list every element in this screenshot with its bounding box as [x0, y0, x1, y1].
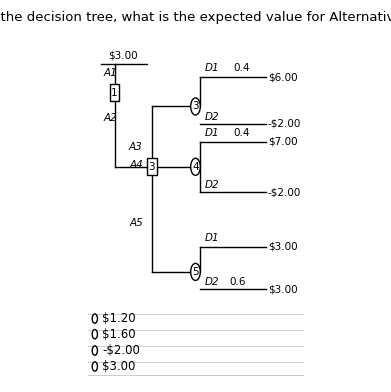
Text: $1.20: $1.20: [102, 312, 136, 325]
Text: -$2.00: -$2.00: [268, 119, 301, 129]
Text: 0.4: 0.4: [234, 63, 250, 73]
Text: A1: A1: [104, 68, 117, 78]
Text: 3: 3: [149, 162, 155, 172]
Text: Using the decision tree, what is the expected value for Alternative A5?: Using the decision tree, what is the exp…: [0, 11, 391, 24]
Text: A5: A5: [129, 218, 143, 228]
Text: A2: A2: [104, 113, 117, 123]
Text: $6.00: $6.00: [268, 72, 297, 82]
Text: 0.6: 0.6: [230, 278, 246, 287]
FancyBboxPatch shape: [147, 158, 156, 175]
Circle shape: [92, 330, 97, 339]
Text: 4: 4: [192, 162, 199, 172]
Text: $3.00: $3.00: [108, 51, 138, 60]
Text: D1: D1: [204, 128, 219, 138]
Text: A4: A4: [129, 160, 143, 170]
Text: D2: D2: [204, 180, 219, 190]
Text: A3: A3: [128, 142, 142, 152]
Text: $3.00: $3.00: [268, 285, 297, 294]
Circle shape: [92, 314, 97, 323]
FancyBboxPatch shape: [110, 84, 119, 102]
Text: -$2.00: -$2.00: [268, 187, 301, 197]
Text: 5: 5: [192, 267, 199, 277]
Circle shape: [92, 346, 97, 355]
Text: $7.00: $7.00: [268, 136, 297, 147]
Text: $3.00: $3.00: [102, 360, 136, 373]
Circle shape: [191, 98, 200, 115]
Text: 1: 1: [111, 88, 118, 98]
Text: 0.4: 0.4: [234, 128, 250, 138]
Text: -$2.00: -$2.00: [102, 344, 140, 357]
Text: $1.60: $1.60: [102, 328, 136, 341]
Text: 3: 3: [192, 102, 199, 111]
Circle shape: [191, 158, 200, 175]
Circle shape: [92, 362, 97, 371]
Text: D2: D2: [204, 278, 219, 287]
Text: D1: D1: [204, 63, 219, 73]
Text: $3.00: $3.00: [268, 241, 297, 252]
Text: D1: D1: [204, 233, 219, 243]
Circle shape: [191, 263, 200, 280]
Text: D2: D2: [204, 112, 219, 122]
